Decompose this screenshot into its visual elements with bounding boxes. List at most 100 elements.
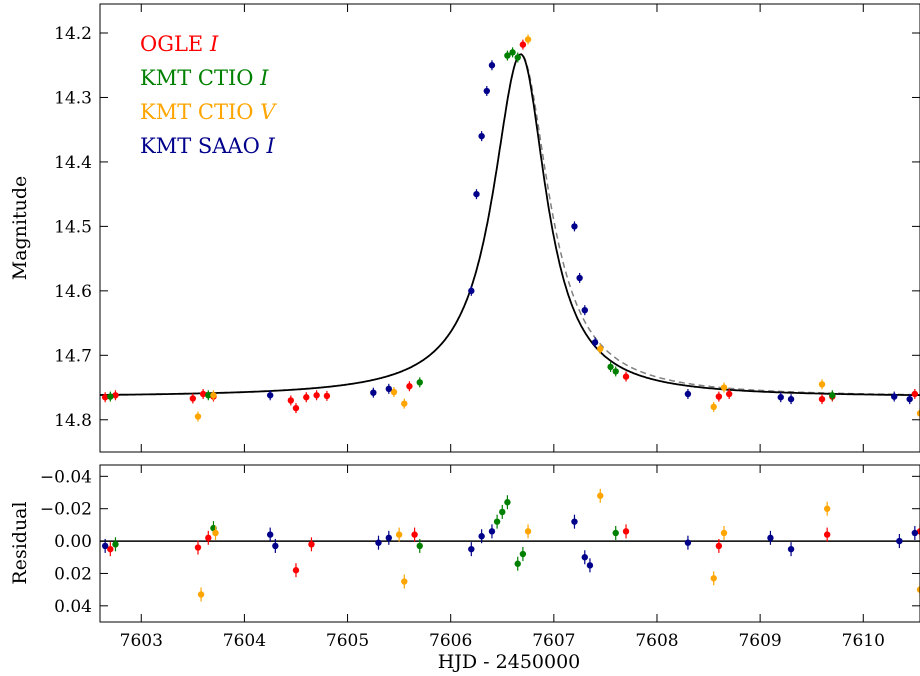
y-tick-label: 0.02 xyxy=(54,564,92,584)
data-point xyxy=(385,385,393,393)
y-tick-label: −0.04 xyxy=(40,467,92,487)
data-point xyxy=(308,541,315,548)
residual-panel: −0.04−0.020.000.020.04 7603 7604 7605 7606 7… xyxy=(9,464,920,651)
data-point xyxy=(313,392,320,399)
data-point xyxy=(581,554,588,561)
data-point xyxy=(823,531,831,538)
light-curve-frame xyxy=(99,3,920,453)
data-point xyxy=(787,545,795,553)
data-point xyxy=(112,541,119,548)
y-tick-label: 14.4 xyxy=(54,153,92,173)
data-point xyxy=(101,394,109,401)
data-point xyxy=(514,560,521,567)
legend-filter-kmt-ctio-i: I xyxy=(259,66,269,90)
data-point xyxy=(818,381,826,388)
data-point xyxy=(916,410,920,417)
data-point xyxy=(401,400,408,407)
data-point xyxy=(292,567,300,574)
x-axis-label: HJD - 2450000 xyxy=(438,651,581,673)
data-point xyxy=(478,533,485,540)
data-point xyxy=(710,403,717,411)
data-point xyxy=(395,531,403,538)
light-curve-panel: 14.2 14.3 14.4 14.5 14.6 14.7 14.8 Magnitude xyxy=(9,3,920,453)
legend-label-kmt-saao: KMT SAAO xyxy=(140,134,260,158)
data-point xyxy=(488,528,496,535)
data-point xyxy=(916,586,920,593)
light-curve-points xyxy=(101,34,920,422)
data-point xyxy=(504,52,511,59)
y-tick-label: 14.3 xyxy=(54,88,92,108)
data-point xyxy=(416,542,423,550)
x-tick-label: 7609 xyxy=(738,631,781,651)
data-point xyxy=(370,389,377,396)
legend-label-kmt-ctio-v: KMT CTIO xyxy=(140,100,253,124)
x-tick-label: 7606 xyxy=(429,631,472,651)
data-point xyxy=(777,394,784,401)
data-point xyxy=(504,499,511,506)
data-point xyxy=(710,575,717,582)
data-point xyxy=(210,392,217,399)
x-tick-label: 7603 xyxy=(120,631,163,651)
data-point xyxy=(524,528,532,535)
data-point xyxy=(212,529,219,537)
x-tick-label: 7607 xyxy=(532,631,575,651)
data-point xyxy=(112,392,119,399)
data-point xyxy=(107,393,114,400)
data-point xyxy=(612,368,619,375)
y-tick-label: 14.5 xyxy=(54,217,92,237)
legend-label-kmt-ctio-i: KMT CTIO xyxy=(140,66,253,90)
legend-entry-kmt-ctio-i: KMT CTIO I xyxy=(140,66,269,90)
data-point xyxy=(906,395,913,403)
data-point xyxy=(488,62,496,69)
data-point xyxy=(571,518,578,525)
data-point xyxy=(272,542,279,550)
data-point xyxy=(896,537,903,545)
data-point xyxy=(597,345,604,353)
data-point xyxy=(715,542,723,550)
data-point xyxy=(401,578,408,585)
data-point xyxy=(468,287,475,295)
data-point xyxy=(725,390,733,398)
data-point xyxy=(509,49,516,56)
data-point xyxy=(493,518,501,525)
y-tick-label: −0.02 xyxy=(40,500,92,520)
data-point xyxy=(787,395,795,403)
data-point xyxy=(622,373,630,380)
model-curve-solid xyxy=(100,53,920,397)
data-point xyxy=(715,393,723,400)
residual-points xyxy=(101,488,920,602)
data-point xyxy=(684,390,692,398)
data-point xyxy=(612,529,619,537)
data-point xyxy=(818,395,826,403)
residual-axis-label: Residual xyxy=(9,501,31,584)
magnitude-axis-ticks: 14.2 14.3 14.4 14.5 14.6 14.7 14.8 xyxy=(54,24,920,431)
legend-filter-ogle: I xyxy=(209,32,219,56)
legend-entry-kmt-saao-i: KMT SAAO I xyxy=(140,134,276,158)
data-point xyxy=(478,132,485,140)
data-point xyxy=(519,550,527,558)
data-point xyxy=(591,339,599,346)
data-point xyxy=(406,383,413,390)
data-point xyxy=(519,41,527,48)
data-point xyxy=(483,87,490,95)
light-curve-x-ticks xyxy=(140,4,864,452)
legend-filter-kmt-ctio-v: V xyxy=(260,100,277,124)
legend-filter-kmt-saao: I xyxy=(266,134,276,158)
data-point xyxy=(473,190,480,198)
data-point xyxy=(416,379,423,386)
data-point xyxy=(607,363,614,371)
data-point xyxy=(107,545,114,553)
data-point xyxy=(468,545,475,553)
data-point xyxy=(720,384,728,391)
data-point xyxy=(266,531,274,538)
data-point xyxy=(514,54,521,61)
data-point xyxy=(829,392,836,399)
data-point xyxy=(891,393,898,400)
residual-axis-ticks: −0.04 −0.02 0.00 0.02 0.04 xyxy=(40,467,920,617)
model-curves xyxy=(100,53,920,397)
data-point xyxy=(576,274,583,282)
y-tick-label: 0.00 xyxy=(54,532,92,552)
data-point xyxy=(385,534,393,542)
data-point xyxy=(101,542,109,550)
